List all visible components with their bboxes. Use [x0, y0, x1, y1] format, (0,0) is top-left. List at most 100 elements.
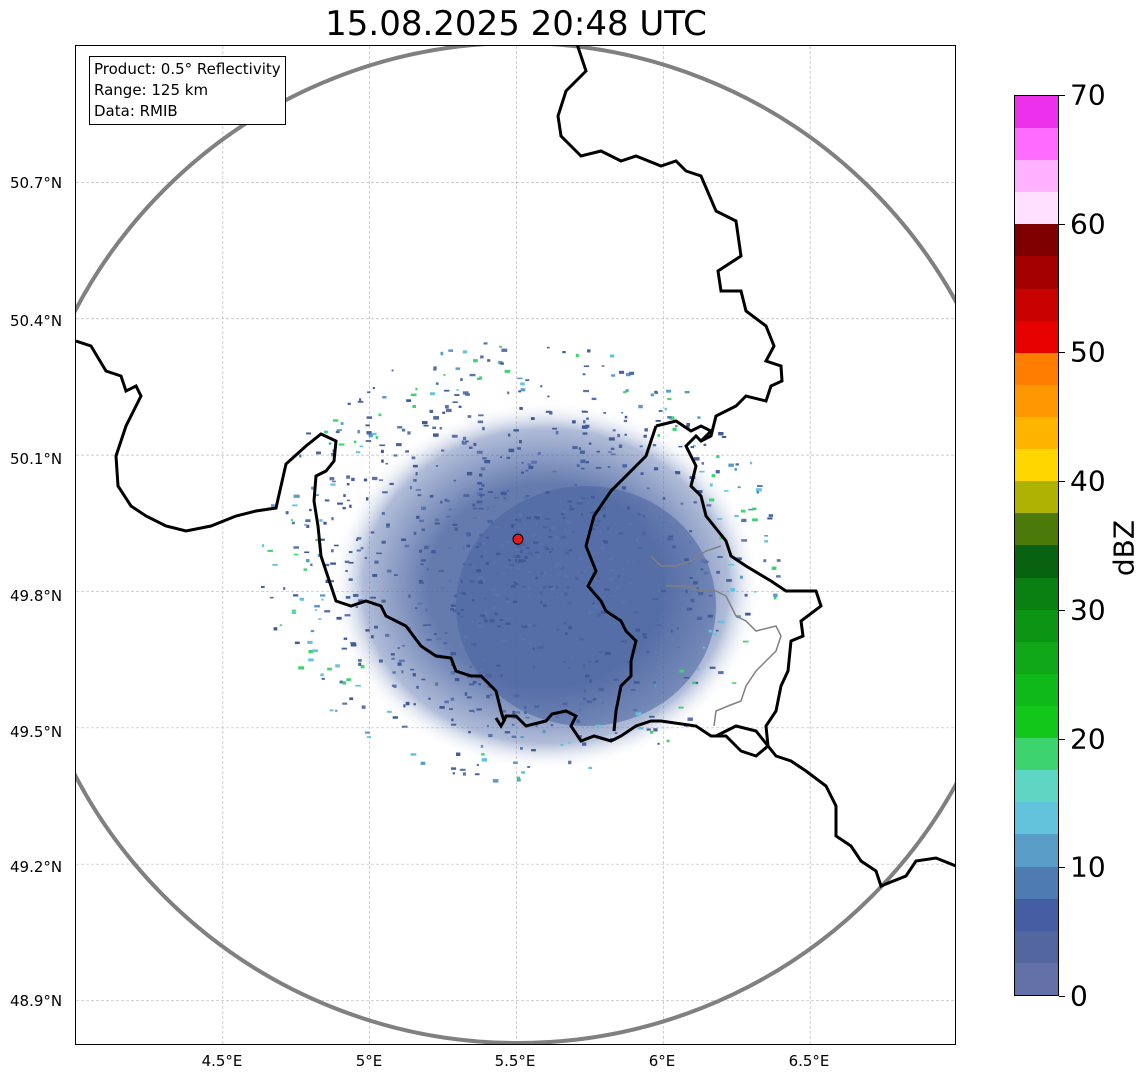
colorbar-tick-label: 60 — [1070, 207, 1106, 241]
echo-pixel — [366, 431, 372, 435]
echo-pixel — [703, 571, 709, 575]
echo-pixel — [324, 499, 330, 502]
echo-pixel — [387, 569, 392, 573]
echo-pixel — [450, 767, 457, 770]
echo-pixel — [548, 536, 553, 538]
echo-pixel — [417, 494, 422, 497]
echo-pixel — [556, 628, 560, 631]
echo-pixel — [305, 519, 311, 523]
echo-pixel — [525, 379, 530, 382]
echo-pixel — [465, 393, 470, 396]
echo-pixel — [477, 482, 483, 485]
echo-pixel — [623, 391, 627, 394]
echo-pixel — [519, 513, 523, 517]
echo-pixel — [483, 597, 487, 600]
echo-pixel — [668, 535, 674, 538]
echo-pixel — [355, 538, 359, 542]
colorbar-tick-mark — [1059, 609, 1065, 611]
echo-pixel — [410, 393, 417, 397]
echo-pixel — [345, 570, 348, 573]
echo-pixel — [476, 569, 481, 573]
info-range: Range: 125 km — [94, 81, 209, 99]
echo-pixel — [435, 382, 439, 385]
echo-pixel — [548, 585, 554, 588]
echo-pixel — [376, 552, 382, 555]
echo-pixel — [356, 537, 362, 540]
echo-pixel — [740, 509, 746, 513]
echo-pixel — [426, 568, 429, 571]
echo-pixel — [307, 640, 313, 644]
echo-pixel — [642, 514, 646, 518]
echo-pixel — [608, 437, 615, 441]
echo-pixel — [454, 394, 460, 396]
echo-pixel — [586, 417, 589, 420]
echo-pixel — [435, 464, 439, 467]
echo-pixel — [460, 615, 464, 618]
echo-pixel — [355, 606, 359, 608]
country-border-belgium-france — [76, 339, 506, 722]
echo-pixel — [336, 429, 339, 433]
echo-pixel — [517, 557, 523, 560]
echo-pixel — [584, 569, 587, 572]
echo-pixel — [466, 544, 471, 548]
echo-pixel — [512, 710, 516, 715]
echo-pixel — [661, 589, 666, 593]
echo-pixel — [482, 659, 486, 662]
echo-pixel — [481, 484, 485, 487]
echo-pixel — [366, 497, 369, 501]
echo-pixel — [718, 431, 724, 436]
echo-pixel — [628, 581, 633, 585]
colorbar-segment — [1015, 770, 1058, 803]
echo-pixel — [578, 499, 583, 502]
echo-pixel — [379, 444, 386, 447]
echo-pixel — [767, 517, 773, 520]
echo-pixel — [329, 477, 335, 481]
echo-pixel — [371, 476, 378, 481]
echo-pixel — [349, 697, 354, 701]
echo-pixel — [413, 703, 416, 706]
echo-pixel — [600, 546, 605, 550]
echo-pixel — [360, 664, 365, 669]
echo-pixel — [538, 591, 544, 595]
echo-pixel — [691, 681, 696, 685]
echo-pixel — [594, 523, 599, 527]
echo-pixel — [310, 563, 313, 566]
radar-map[interactable] — [75, 45, 956, 1045]
echo-pixel — [569, 508, 575, 511]
echo-pixel — [532, 624, 537, 627]
echo-pixel — [572, 420, 576, 424]
lat-tick-label: 50.7°N — [10, 174, 63, 192]
echo-pixel — [349, 504, 352, 508]
colorbar-segment — [1015, 160, 1058, 193]
echo-pixel — [420, 761, 426, 765]
echo-pixel — [744, 593, 748, 597]
echo-pixel — [591, 528, 596, 531]
region-border-saarland — [666, 585, 782, 727]
echo-pixel — [737, 486, 741, 489]
echo-pixel — [440, 449, 445, 452]
echo-pixel — [328, 580, 335, 583]
colorbar-tick-label: 10 — [1070, 850, 1106, 884]
echo-pixel — [445, 515, 451, 518]
echo-pixel — [424, 545, 429, 550]
echo-pixel — [754, 591, 757, 593]
echo-pixel — [514, 694, 520, 698]
echo-pixel — [562, 660, 567, 663]
echo-pixel — [580, 513, 584, 516]
echo-pixel — [550, 587, 555, 591]
echo-pixel — [370, 635, 374, 639]
radar-site-marker[interactable] — [512, 533, 524, 545]
echo-pixel — [308, 508, 312, 512]
echo-pixel — [599, 514, 602, 518]
echo-pixel — [686, 607, 690, 612]
echo-pixel — [518, 556, 521, 559]
echo-pixel — [525, 559, 528, 562]
echo-pixel — [776, 559, 781, 562]
echo-pixel — [469, 373, 476, 377]
echo-pixel — [583, 689, 586, 693]
echo-pixel — [618, 444, 623, 448]
echo-pixel — [331, 549, 334, 553]
echo-pixel — [270, 504, 275, 507]
echo-pixel — [723, 490, 729, 492]
colorbar-segment — [1015, 95, 1058, 129]
